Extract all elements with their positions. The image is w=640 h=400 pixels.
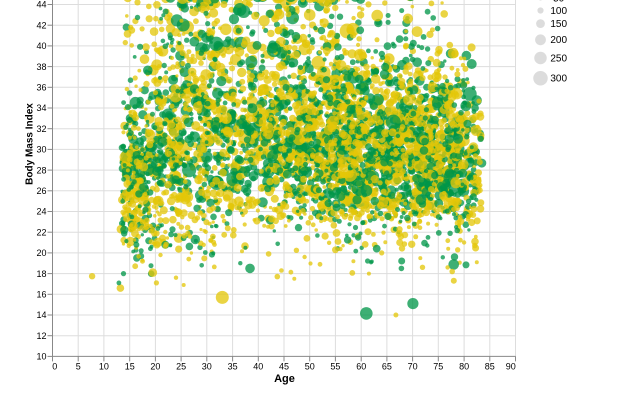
- svg-text:Body Mass Index: Body Mass Index: [25, 103, 36, 185]
- svg-text:75: 75: [433, 362, 443, 372]
- svg-text:300: 300: [550, 74, 567, 85]
- svg-text:35: 35: [228, 362, 238, 372]
- svg-text:38: 38: [36, 62, 46, 72]
- svg-text:14: 14: [36, 310, 46, 320]
- svg-text:24: 24: [36, 207, 46, 217]
- svg-text:30: 30: [202, 362, 212, 372]
- svg-text:80: 80: [459, 362, 469, 372]
- svg-text:28: 28: [36, 165, 46, 175]
- svg-text:22: 22: [36, 227, 46, 237]
- svg-text:100: 100: [550, 6, 567, 17]
- svg-text:18: 18: [36, 269, 46, 279]
- svg-text:16: 16: [36, 290, 46, 300]
- svg-text:34: 34: [36, 103, 46, 113]
- svg-text:50: 50: [553, 0, 565, 5]
- svg-text:45: 45: [279, 362, 289, 372]
- svg-text:30: 30: [36, 145, 46, 155]
- svg-text:10: 10: [99, 362, 109, 372]
- svg-text:60: 60: [356, 362, 366, 372]
- svg-text:10: 10: [36, 352, 46, 362]
- svg-text:25: 25: [176, 362, 186, 372]
- svg-text:150: 150: [550, 19, 567, 30]
- svg-text:42: 42: [36, 20, 46, 30]
- svg-text:65: 65: [382, 362, 392, 372]
- svg-text:50: 50: [305, 362, 315, 372]
- svg-text:20: 20: [36, 248, 46, 258]
- svg-text:20: 20: [150, 362, 160, 372]
- svg-text:26: 26: [36, 186, 46, 196]
- svg-text:55: 55: [330, 362, 340, 372]
- svg-text:0: 0: [52, 362, 57, 372]
- svg-text:90: 90: [506, 362, 516, 372]
- svg-text:12: 12: [36, 331, 46, 341]
- svg-text:200: 200: [550, 35, 567, 46]
- svg-text:40: 40: [253, 362, 263, 372]
- svg-text:36: 36: [36, 83, 46, 93]
- svg-text:5: 5: [76, 362, 81, 372]
- svg-text:32: 32: [36, 124, 46, 134]
- svg-text:Age: Age: [274, 373, 295, 385]
- svg-text:70: 70: [408, 362, 418, 372]
- svg-text:250: 250: [550, 53, 567, 64]
- svg-text:85: 85: [485, 362, 495, 372]
- svg-text:15: 15: [125, 362, 135, 372]
- svg-text:40: 40: [36, 41, 46, 51]
- svg-text:44: 44: [36, 0, 46, 10]
